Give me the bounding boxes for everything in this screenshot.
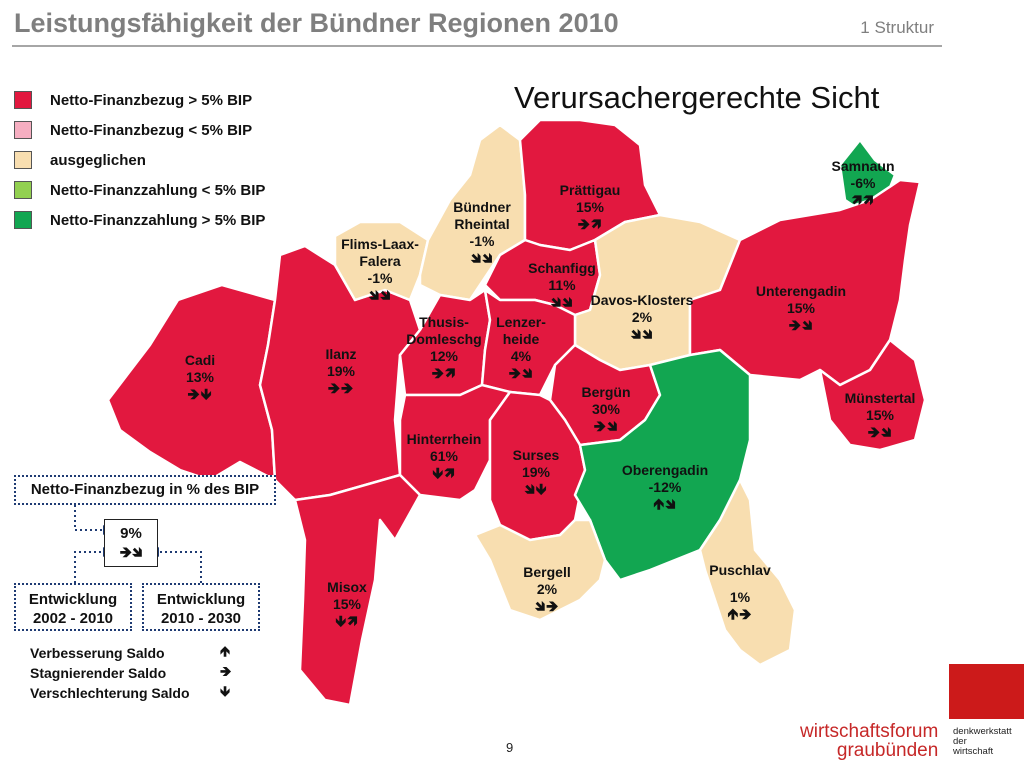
region-label-samnaun: Samnaun -6% 🡽🡽 xyxy=(831,158,895,209)
view-title: Verursachergerechte Sicht xyxy=(514,80,880,115)
region-label-surses: Surses 19% 🡾🡻 xyxy=(512,447,560,498)
region-label-muenstertal: Münstertal 15% 🡺🡾 xyxy=(844,390,916,441)
explainer-dev2-box: Entwicklung 2010 - 2030 xyxy=(142,583,260,631)
key-item: Verschlechterung Saldo 🡻 xyxy=(30,683,231,703)
explainer-title-box: Netto-Finanzbezug in % des BIP xyxy=(14,475,276,505)
logo-tagline: denkwerkstatt der wirtschaft xyxy=(953,726,1012,757)
section-label: 1 Struktur xyxy=(860,18,934,37)
connector-dev2-to-example xyxy=(159,551,202,583)
explainer-example-box: 9% 🡺🡾 xyxy=(104,519,158,567)
region-label-davos: Davos-Klosters 2% 🡾🡾 xyxy=(590,292,694,343)
connector-dev1-to-example xyxy=(74,551,103,583)
region-label-oberengadin: Oberengadin -12% 🡹🡾 xyxy=(621,462,709,513)
region-shape-bergell[interactable] xyxy=(473,518,607,622)
legend-swatch xyxy=(14,121,32,139)
legend-item: Netto-Finanzzahlung < 5% BIP xyxy=(14,175,265,205)
title-divider xyxy=(12,45,942,47)
legend-label: Netto-Finanzzahlung < 5% BIP xyxy=(50,181,266,199)
region-label-berguen: Bergün 30% 🡺🡾 xyxy=(581,384,631,435)
arrow-right-icon: 🡺 xyxy=(220,663,232,679)
region-label-thusis: Thusis- Domleschg 12% 🡺🡽 xyxy=(406,314,482,382)
region-label-rheintal: Bündner Rheintal -1% 🡾🡾 xyxy=(453,199,511,267)
legend-label: Netto-Finanzzahlung > 5% BIP xyxy=(50,211,266,229)
region-label-cadi: Cadi 13% 🡺🡻 xyxy=(184,352,216,403)
legend-swatch xyxy=(14,181,32,199)
region-shape-muenstertal[interactable] xyxy=(818,338,927,452)
explainer-dev1-box: Entwicklung 2002 - 2010 xyxy=(14,583,132,631)
region-shape-misox[interactable] xyxy=(293,473,422,707)
legend-item: Netto-Finanzbezug > 5% BIP xyxy=(14,85,265,115)
legend-item: ausgeglichen xyxy=(14,145,265,175)
region-label-schanfigg: Schanfigg 11% 🡾🡾 xyxy=(528,260,596,311)
legend-swatch xyxy=(14,91,32,109)
explainer-example-arrows: 🡺🡾 xyxy=(119,544,143,561)
region-shape-ilanz[interactable] xyxy=(258,244,422,502)
region-label-bergell: Bergell 2% 🡾🡺 xyxy=(523,564,571,615)
legend-label: ausgeglichen xyxy=(50,151,146,169)
region-label-lenzerheide: Lenzer- heide 4% 🡺🡾 xyxy=(496,314,546,382)
explainer-title: Netto-Finanzbezug in % des BIP xyxy=(30,481,260,498)
region-label-flims: Flims-Laax- Falera -1% 🡾🡾 xyxy=(341,236,419,304)
key-item: Verbesserung Saldo 🡹 xyxy=(30,643,231,663)
arrow-key: Verbesserung Saldo 🡹 Stagnierender Saldo 🡺… xyxy=(30,643,231,703)
region-label-unterengadin: Unterengadin 15% 🡺🡾 xyxy=(755,283,847,334)
legend-swatch xyxy=(14,211,32,229)
region-label-puschlav: Puschlav 1% 🡹🡺 xyxy=(709,562,771,623)
region-label-misox: Misox 15% 🡻🡽 xyxy=(327,579,367,630)
explainer-example-value: 9% xyxy=(120,525,142,542)
arrow-up-icon: 🡹 xyxy=(220,643,231,659)
logo-wordmark: wirtschaftsforum graubünden xyxy=(800,721,939,761)
key-label: Verbesserung Saldo xyxy=(30,645,165,661)
key-label: Stagnierender Saldo xyxy=(30,665,167,681)
region-label-praettigau: Prättigau 15% 🡺🡽 xyxy=(559,182,621,233)
arrow-down-icon: 🡻 xyxy=(220,683,231,699)
legend-item: Netto-Finanzzahlung > 5% BIP xyxy=(14,205,265,235)
key-item: Stagnierender Saldo 🡺 xyxy=(30,663,231,683)
key-label: Verschlechterung Saldo xyxy=(30,685,190,701)
color-legend: Netto-Finanzbezug > 5% BIP Netto-Finanzb… xyxy=(14,85,265,235)
logo-red-square xyxy=(949,664,1024,719)
legend-item: Netto-Finanzbezug < 5% BIP xyxy=(14,115,265,145)
explainer-dev2: Entwicklung 2010 - 2030 xyxy=(156,591,246,627)
region-shape-flims[interactable] xyxy=(333,220,430,302)
page-number: 9 xyxy=(506,740,514,755)
legend-swatch xyxy=(14,151,32,169)
legend-label: Netto-Finanzbezug > 5% BIP xyxy=(50,91,253,109)
legend-label: Netto-Finanzbezug < 5% BIP xyxy=(50,121,253,139)
page-title: Leistungsfähigkeit der Bündner Regionen … xyxy=(14,8,619,38)
region-label-ilanz: Ilanz 19% 🡺🡺 xyxy=(325,346,357,397)
region-label-hinterrhein: Hinterrhein 61% 🡻🡽 xyxy=(406,431,482,482)
region-shape-puschlav[interactable] xyxy=(698,478,797,667)
connector-title-to-example xyxy=(74,505,103,531)
explainer-dev1: Entwicklung 2002 - 2010 xyxy=(28,591,118,627)
